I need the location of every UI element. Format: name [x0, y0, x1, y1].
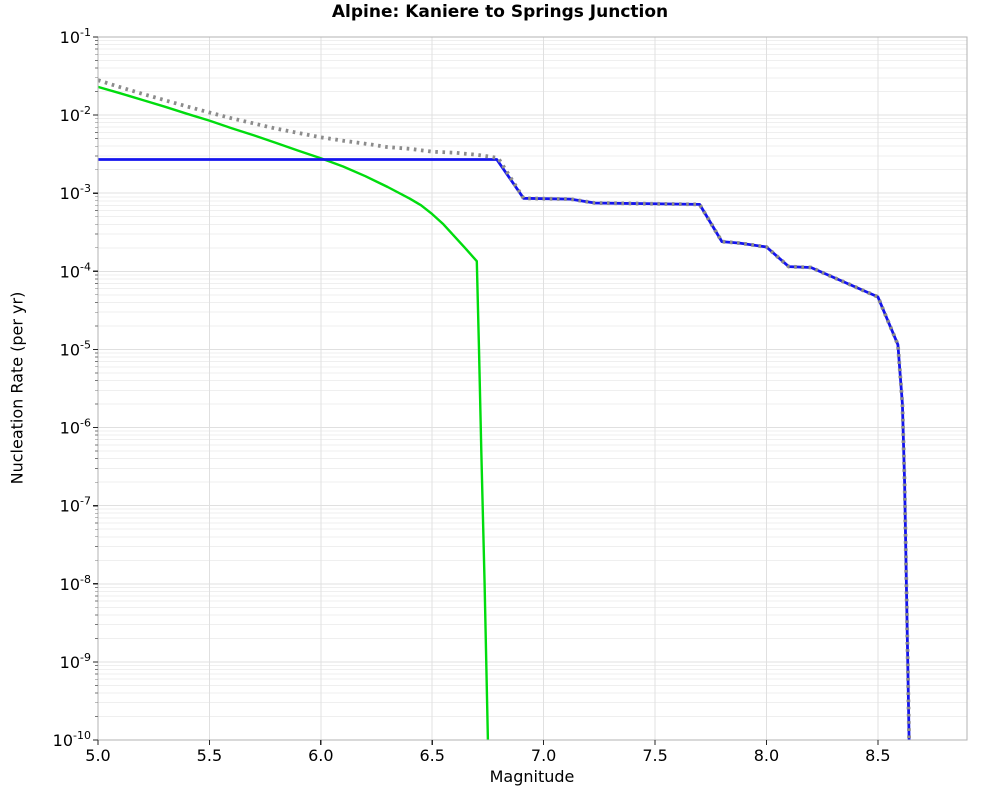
y-tick-label: 10-8	[60, 573, 91, 594]
plot-border	[97, 36, 968, 741]
x-tick-label: 6.5	[420, 746, 445, 765]
x-tick-label: 5.5	[197, 746, 222, 765]
y-tick-label: 10-7	[60, 495, 91, 516]
y-tick-label: 10-4	[60, 260, 91, 281]
y-tick-label: 10-1	[60, 26, 91, 47]
x-tick-label: 8.5	[865, 746, 890, 765]
y-tick-label: 10-3	[60, 182, 91, 203]
series-green-line	[98, 85, 490, 740]
chart-title: Alpine: Kaniere to Springs Junction	[331, 2, 669, 22]
grid-major	[97, 36, 967, 741]
x-tick-label: 7.0	[531, 746, 556, 765]
y-tick-label: 10-5	[60, 338, 91, 359]
x-axis-ticks: 5.0 5.5 6.0 6.5 7.0 7.5 8.0 8.5	[85, 740, 891, 765]
y-axis-ticks: 10-1 10-2 10-3 10-4 10-5 10-6 10-7 10-8 10-9 10-1…	[53, 26, 98, 750]
x-tick-label: 8.0	[754, 746, 779, 765]
series-blue-line	[98, 158, 911, 740]
y-tick-label: 10-10	[53, 729, 91, 750]
x-tick-label: 5.0	[85, 746, 110, 765]
x-axis-label: Magnitude	[489, 767, 575, 786]
series-group	[98, 78, 911, 740]
y-tick-label: 10-2	[60, 104, 91, 125]
series-gray-dotted-line	[98, 78, 911, 740]
x-tick-label: 7.5	[642, 746, 667, 765]
grid-minor	[98, 40, 967, 717]
y-tick-label: 10-6	[60, 417, 91, 438]
y-tick-label: 10-9	[60, 651, 91, 672]
x-tick-label: 6.0	[308, 746, 333, 765]
